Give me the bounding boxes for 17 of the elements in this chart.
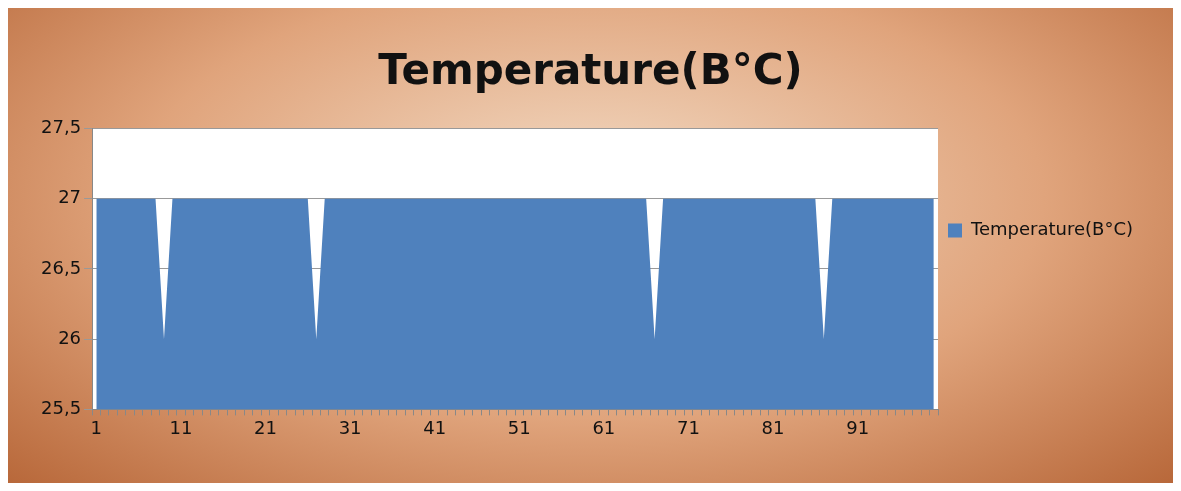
- legend-label: Temperature(B°C): [970, 218, 1133, 240]
- x-tick-label: 41: [423, 416, 447, 438]
- x-tick-label: 51: [507, 416, 531, 438]
- x-tick-label: 11: [169, 416, 193, 438]
- x-tick-label: 31: [338, 416, 362, 438]
- x-tick-label: 71: [677, 416, 700, 438]
- x-tick-label: 61: [592, 416, 616, 438]
- y-tick-label: 27: [58, 186, 82, 208]
- y-tick-label: 25,5: [41, 397, 82, 419]
- y-tick-label: 26: [58, 326, 82, 348]
- x-tick-label: 81: [761, 416, 785, 438]
- x-tick-label: 1: [90, 416, 103, 438]
- x-tick-label: 21: [254, 416, 277, 438]
- y-tick-label: 27,5: [41, 116, 82, 138]
- chart-title: Temperature(B°C): [378, 45, 803, 95]
- y-tick-label: 26,5: [41, 256, 82, 278]
- x-tick-label: 91: [846, 416, 870, 438]
